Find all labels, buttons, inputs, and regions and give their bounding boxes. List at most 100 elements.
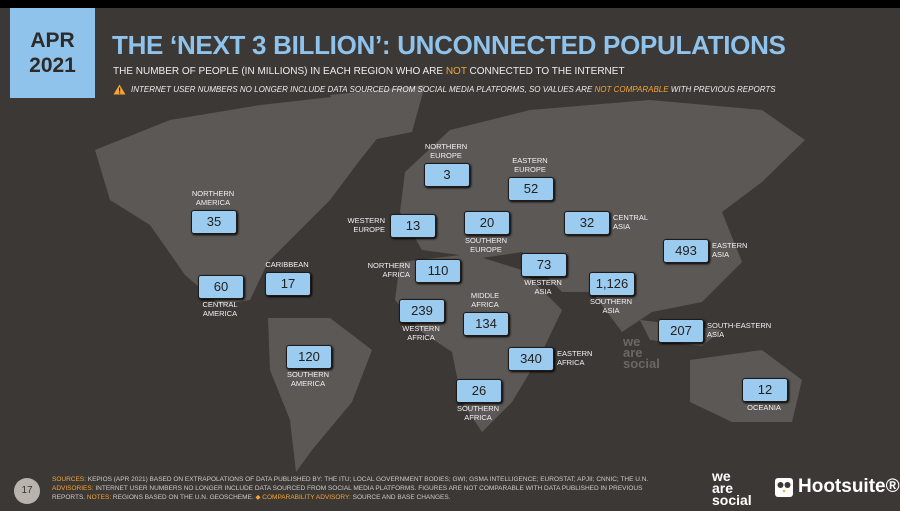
region-value: 20 [464, 211, 510, 235]
region-label: EASTERN AFRICA [557, 349, 592, 367]
region-value: 3 [424, 163, 470, 187]
footer-label: ◆ COMPARABILITY ADVISORY: [255, 494, 351, 501]
region-label: SOUTH-EASTERN ASIA [707, 321, 771, 339]
region-label-line: AFRICA [407, 333, 435, 342]
region-value: 73 [521, 253, 567, 277]
region-label-line: AMERICA [195, 198, 231, 207]
region-label-line: AFRICA [471, 300, 499, 309]
footer-text: INTERNET USER NUMBERS NO LONGER INCLUDE … [52, 485, 643, 501]
region-label-line: CENTRAL [202, 300, 238, 309]
region-label-line: NORTHERN [424, 142, 468, 151]
region-label-line: SOUTHERN [456, 404, 500, 413]
region-label-line: EASTERN [712, 241, 748, 250]
warning-emphasis: NOT COMPARABLE [594, 85, 669, 94]
region-label: WESTERN AFRICA [402, 324, 440, 342]
footer-notes: SOURCES: KEPIOS (APR 2021) BASED ON EXTR… [52, 475, 662, 502]
region-label-line: EUROPE [430, 151, 462, 160]
region-label: CARIBBEAN [265, 260, 308, 269]
region-value: 52 [508, 177, 554, 201]
region-label: OCEANIA [747, 403, 781, 412]
region-label: WESTERN EUROPE [348, 216, 386, 234]
region-label: SOUTHERN AFRICA [457, 404, 499, 422]
region-label-line: AFRICA [464, 413, 492, 422]
logo-line: social [712, 492, 752, 508]
footer-label: NOTES: [86, 494, 112, 501]
region-label-line: EUROPE [353, 225, 385, 234]
subtitle-text: THE NUMBER OF PEOPLE (IN MILLIONS) IN EA… [113, 66, 446, 77]
region-label-line: NORTHERN [367, 261, 410, 270]
region-label: CENTRAL ASIA [613, 213, 648, 231]
region-label-line: ASIA [613, 222, 631, 231]
region-value: 35 [191, 210, 237, 234]
region-label-line: WESTERN [524, 278, 562, 287]
region-label: EASTERN ASIA [712, 241, 747, 259]
region-label-line: EASTERN [557, 349, 593, 358]
subtitle-text: CONNECTED TO THE INTERNET [466, 66, 625, 77]
warning: INTERNET USER NUMBERS NO LONGER INCLUDE … [113, 84, 776, 95]
region-value: 1,126 [589, 272, 635, 296]
date-month: APR [30, 29, 75, 52]
region-label-line: SOUTH-EASTERN [707, 321, 772, 330]
subtitle: THE NUMBER OF PEOPLE (IN MILLIONS) IN EA… [113, 66, 625, 77]
region-value: 493 [663, 239, 709, 263]
logo-we-are-social: we are social [712, 468, 752, 508]
watermark-line: we [623, 334, 641, 349]
footer-text: KEPIOS (APR 2021) BASED ON EXTRAPOLATION… [85, 476, 649, 483]
region-value: 120 [286, 345, 332, 369]
region-label-line: NORTHERN [191, 189, 235, 198]
date-year: 2021 [29, 54, 76, 77]
region-label-line: ASIA [602, 306, 620, 315]
region-label-line: ASIA [712, 250, 730, 259]
footer-label: ADVISORIES: [52, 485, 94, 492]
region-label-line: SOUTHERN [464, 236, 508, 245]
region-value: 17 [265, 272, 311, 296]
warning-icon [113, 84, 126, 95]
region-label-line: MIDDLE [470, 291, 500, 300]
warning-text: INTERNET USER NUMBERS NO LONGER INCLUDE … [131, 85, 595, 94]
region-label: SOUTHERN EUROPE [465, 236, 507, 254]
north-america [95, 95, 400, 305]
region-label: EASTERN EUROPE [512, 156, 547, 174]
region-label-line: SOUTHERN [286, 370, 330, 379]
region-label: NORTHERN EUROPE [425, 142, 467, 160]
region-label-line: AMERICA [290, 379, 326, 388]
region-label-line: AMERICA [202, 309, 238, 318]
region-label-line: WESTERN [347, 216, 386, 225]
footer-text: REGIONS BASED ON THE U.N. GEOSCHEME. [111, 494, 256, 501]
region-label: SOUTHERN ASIA [590, 297, 632, 315]
region-label-line: WESTERN [402, 324, 440, 333]
region-label-line: AFRICA [382, 270, 410, 279]
region-value: 239 [399, 299, 445, 323]
region-label-line: ASIA [707, 330, 725, 339]
region-label-line: EUROPE [470, 245, 502, 254]
subtitle-emphasis: NOT [445, 66, 467, 77]
logo-line: we [712, 468, 731, 484]
owl-icon [775, 478, 793, 497]
region-value: 340 [508, 347, 554, 371]
watermark-line: social [623, 356, 660, 371]
region-label-line: OCEANIA [747, 403, 781, 412]
region-label-line: AFRICA [557, 358, 585, 367]
region-label: NORTHERN AFRICA [368, 261, 410, 279]
region-label: NORTHERN AMERICA [192, 189, 234, 207]
region-label-line: EUROPE [514, 165, 546, 174]
title: THE ‘NEXT 3 BILLION’: UNCONNECTED POPULA… [112, 30, 786, 60]
region-label: MIDDLE AFRICA [471, 291, 499, 309]
greenland [330, 85, 425, 142]
region-value: 60 [198, 275, 244, 299]
watermark: we are social [623, 334, 660, 371]
warning-text: WITH PREVIOUS REPORTS [668, 85, 776, 94]
watermark-line: are [623, 345, 643, 360]
region-label: WESTERN ASIA [524, 278, 562, 296]
date-box: APR 2021 [10, 8, 95, 98]
top-bar [0, 0, 900, 8]
region-label: SOUTHERN AMERICA [287, 370, 329, 388]
logo-text: Hootsuite® [798, 476, 900, 497]
region-value: 207 [658, 319, 704, 343]
region-label-line: CENTRAL [613, 213, 649, 222]
region-label-line: SOUTHERN [589, 297, 633, 306]
footer-label: SOURCES: [52, 476, 86, 483]
africa [395, 254, 562, 432]
region-label-line: ASIA [534, 287, 552, 296]
page-number: 17 [14, 478, 40, 504]
